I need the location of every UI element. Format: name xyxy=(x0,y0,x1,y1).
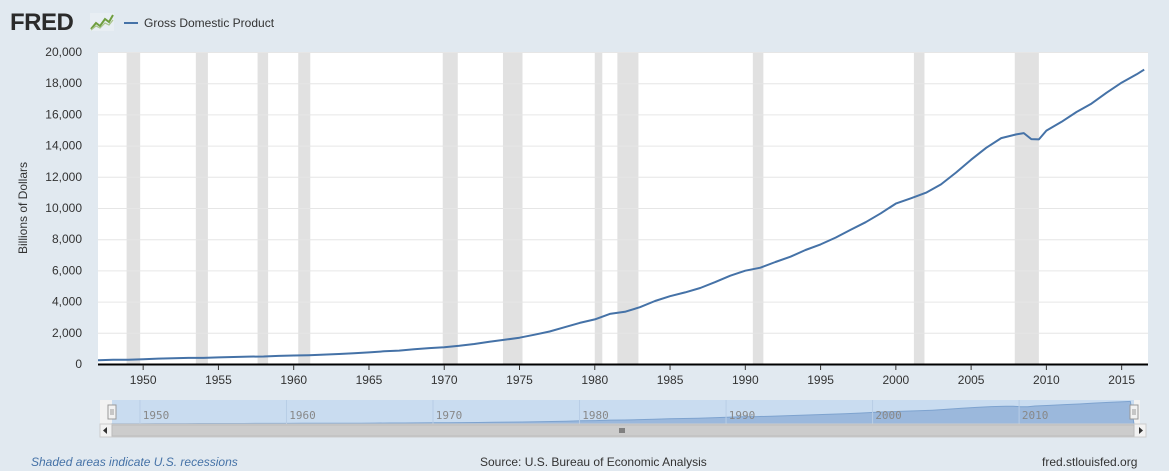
x-tick-label: 1975 xyxy=(506,373,533,387)
arrow-right-icon[interactable] xyxy=(1139,427,1143,434)
y-tick-label: 6,000 xyxy=(52,263,82,277)
navigator-tick-label: 1950 xyxy=(143,409,170,422)
y-tick-label: 4,000 xyxy=(52,295,82,309)
y-tick-label: 8,000 xyxy=(52,232,82,246)
x-tick-label: 2005 xyxy=(958,373,985,387)
x-tick-label: 2000 xyxy=(882,373,909,387)
y-axis-label: Billions of Dollars xyxy=(16,162,30,254)
navigator-handle-left[interactable] xyxy=(107,404,117,420)
navigator-area xyxy=(111,400,1135,425)
navigator-tick-label: 2000 xyxy=(875,409,902,422)
arrow-left-icon[interactable] xyxy=(103,427,107,434)
y-tick-label: 18,000 xyxy=(45,76,82,90)
y-tick-label: 0 xyxy=(75,357,82,371)
navigator[interactable]: 1950 1960 1970 1980 1990 2000 2010 xyxy=(100,400,1140,425)
x-tick-label: 2015 xyxy=(1108,373,1135,387)
x-tick-label: 1985 xyxy=(657,373,684,387)
x-tick-label: 1970 xyxy=(431,373,458,387)
x-tick-label: 1955 xyxy=(205,373,232,387)
x-tick-label: 1965 xyxy=(356,373,383,387)
legend-line-swatch xyxy=(124,22,138,24)
navigator-tick-label: 1980 xyxy=(582,409,609,422)
fred-logo[interactable]: FRED xyxy=(10,9,74,36)
y-tick-label: 14,000 xyxy=(45,139,82,153)
x-tick-label: 1960 xyxy=(280,373,307,387)
source-text: Source: U.S. Bureau of Economic Analysis xyxy=(480,455,707,469)
y-tick-label: 2,000 xyxy=(52,326,82,340)
y-tick-label: 16,000 xyxy=(45,107,82,121)
navigator-tick-label: 1960 xyxy=(289,409,316,422)
source-url[interactable]: fred.stlouisfed.org xyxy=(1042,455,1138,469)
navigator-tick-label: 1970 xyxy=(436,409,463,422)
y-tick-label: 12,000 xyxy=(45,170,82,184)
scrollbar-thumb[interactable] xyxy=(111,424,1135,437)
legend-label[interactable]: Gross Domestic Product xyxy=(144,16,275,30)
series-line-gdp[interactable] xyxy=(97,68,1145,362)
grid-lines xyxy=(98,52,1148,334)
navigator-tick-labels: 1950 1960 1970 1980 1990 2000 2010 xyxy=(139,400,1049,424)
x-tick-label: 1950 xyxy=(130,373,157,387)
x-tick-label: 1990 xyxy=(732,373,759,387)
x-tick-labels: 1950 1955 1960 1965 1970 1975 1980 1985 1990 1995… xyxy=(130,365,1135,387)
navigator-tick-label: 1990 xyxy=(729,409,756,422)
scrollbar[interactable] xyxy=(99,423,1147,438)
x-tick-label: 1980 xyxy=(581,373,608,387)
recession-note[interactable]: Shaded areas indicate U.S. recessions xyxy=(31,455,238,469)
y-tick-label: 20,000 xyxy=(45,45,82,59)
y-tick-labels: 0 2,000 4,000 6,000 8,000 10,000 12,000 14,000 1… xyxy=(45,45,82,371)
grip-icon xyxy=(619,428,625,433)
x-tick-label: 1995 xyxy=(807,373,834,387)
chart-header: FRED Gross Domestic Product xyxy=(0,0,1169,46)
navigator-handle-right[interactable] xyxy=(1129,404,1139,420)
y-tick-label: 10,000 xyxy=(45,201,82,215)
series-layer xyxy=(97,68,1145,362)
navigator-tick-label: 2010 xyxy=(1022,409,1049,422)
fred-line-graph-icon xyxy=(90,13,114,31)
x-tick-label: 2010 xyxy=(1033,373,1060,387)
